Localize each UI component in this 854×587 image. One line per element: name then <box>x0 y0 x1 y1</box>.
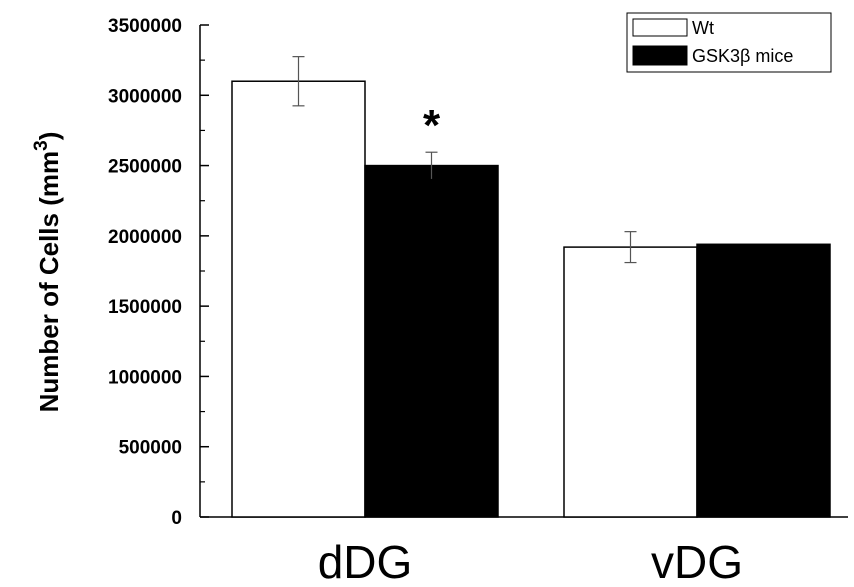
y-tick-label: 3000000 <box>108 86 182 107</box>
legend: Wt GSK3β mice <box>626 12 832 73</box>
legend-label-gsk3b: GSK3β mice <box>692 46 793 66</box>
y-tick-label: 3500000 <box>108 16 182 37</box>
y-axis-label: Number of Cells (mm3) <box>31 132 64 413</box>
legend-label-wt: Wt <box>692 18 714 38</box>
bar-dDG-wt <box>231 80 366 518</box>
y-tick-label: 1000000 <box>108 367 182 388</box>
y-tick-label: 1500000 <box>108 297 182 318</box>
y-tick-label: 0 <box>171 508 182 529</box>
y-axis-label-close: ) <box>34 132 64 141</box>
legend-swatch-gsk3b <box>632 45 688 66</box>
error-bars <box>292 56 637 264</box>
bar-vDG-wt <box>563 246 698 518</box>
y-axis: 0 500000 1000000 1500000 2000000 2500000 30000… <box>108 16 848 529</box>
y-axis-label-superscript: 3 <box>31 140 52 151</box>
category-label-vDG: vDG <box>651 536 743 587</box>
category-labels: dDG vDG <box>318 536 743 587</box>
category-label-dDG: dDG <box>318 536 413 587</box>
y-tick-label: 2000000 <box>108 227 182 248</box>
bar-vDG-gsk3b <box>696 243 831 518</box>
legend-swatch-wt <box>632 18 688 37</box>
y-tick-label: 500000 <box>119 438 182 459</box>
y-tick-label: 2500000 <box>108 157 182 178</box>
bars <box>231 80 831 518</box>
y-axis-label-main: Number of Cells (mm <box>34 151 64 413</box>
bar-dDG-gsk3b <box>364 164 499 518</box>
annotations: * <box>423 101 441 150</box>
significance-marker: * <box>423 101 441 150</box>
